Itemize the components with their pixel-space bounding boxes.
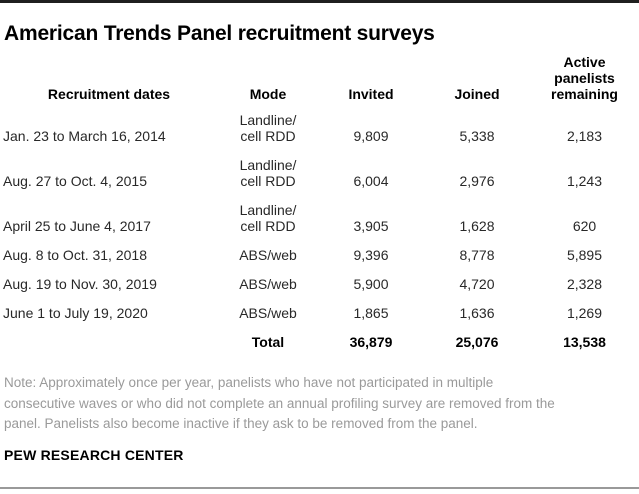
cell-dates: June 1 to July 19, 2020 [3, 305, 148, 322]
header-active-panelists-label: Active panelists remaining [551, 54, 618, 103]
cell-active: 620 [572, 218, 597, 235]
header-active-panelists: Active panelists remaining [530, 52, 639, 106]
table-row: April 25 to June 4, 2017 Landline/ cell … [0, 196, 639, 241]
cell-mode: Landline/ cell RDD [239, 112, 297, 145]
table-row: Jan. 23 to March 16, 2014 Landline/ cell… [0, 106, 639, 151]
cell-invited: 5,900 [353, 276, 389, 293]
cell-mode: Landline/ cell RDD [239, 157, 297, 190]
cell-joined: 4,720 [459, 276, 495, 293]
total-joined: 25,076 [455, 334, 499, 351]
cell-mode: ABS/web [239, 247, 297, 264]
cell-dates: Aug. 27 to Oct. 4, 2015 [3, 173, 147, 190]
cell-active: 1,243 [566, 173, 603, 190]
table-body: Jan. 23 to March 16, 2014 Landline/ cell… [0, 106, 639, 357]
recruitment-table: Recruitment dates Mode Invited Joined Ac… [0, 52, 639, 357]
cell-joined: 5,338 [459, 128, 495, 145]
note-text: Note: Approximately once per year, panel… [4, 373, 639, 435]
cell-active: 2,183 [566, 128, 603, 145]
header-recruitment-dates: Recruitment dates [47, 86, 171, 103]
cell-invited: 6,004 [353, 173, 389, 190]
header-mode: Mode [249, 86, 287, 103]
cell-joined: 8,778 [459, 247, 495, 264]
header-invited: Invited [348, 86, 394, 103]
cell-invited: 1,865 [353, 305, 389, 322]
source-label: PEW RESEARCH CENTER [4, 446, 184, 463]
cell-active: 1,269 [566, 305, 603, 322]
table-row: Aug. 27 to Oct. 4, 2015 Landline/ cell R… [0, 151, 639, 196]
cell-active: 2,328 [566, 276, 603, 293]
total-invited: 36,879 [349, 334, 393, 351]
cell-dates: Aug. 8 to Oct. 31, 2018 [3, 247, 147, 264]
cell-dates: April 25 to June 4, 2017 [3, 218, 151, 235]
cell-dates: Aug. 19 to Nov. 30, 2019 [3, 276, 157, 293]
cell-joined: 1,636 [459, 305, 495, 322]
cell-joined: 2,976 [459, 173, 495, 190]
bottom-rule [0, 487, 639, 489]
total-active: 13,538 [563, 334, 606, 351]
total-row: Total 36,879 25,076 13,538 [0, 328, 639, 357]
cell-mode: ABS/web [239, 276, 297, 293]
note-line: consecutive waves or who did not complet… [4, 395, 555, 411]
cell-mode: Landline/ cell RDD [239, 202, 297, 235]
cell-invited: 3,905 [353, 218, 389, 235]
note-line: Note: Approximately once per year, panel… [4, 375, 494, 391]
cell-mode: ABS/web [239, 305, 297, 322]
cell-active: 5,895 [566, 247, 603, 264]
page-title: American Trends Panel recruitment survey… [4, 22, 435, 45]
cell-empty [0, 328, 218, 357]
top-rule [0, 0, 639, 3]
cell-dates: Jan. 23 to March 16, 2014 [3, 128, 166, 145]
table-row: June 1 to July 19, 2020 ABS/web 1,865 1,… [0, 299, 639, 328]
note-line: panel. Panelists also become inactive if… [4, 416, 478, 432]
table-row: Aug. 8 to Oct. 31, 2018 ABS/web 9,396 8,… [0, 241, 639, 270]
total-label: Total [251, 334, 285, 351]
header-row: Recruitment dates Mode Invited Joined Ac… [0, 52, 639, 106]
table-row: Aug. 19 to Nov. 30, 2019 ABS/web 5,900 4… [0, 270, 639, 299]
cell-invited: 9,396 [353, 247, 389, 264]
table-header: Recruitment dates Mode Invited Joined Ac… [0, 52, 639, 106]
header-joined: Joined [454, 86, 500, 103]
cell-invited: 9,809 [353, 128, 389, 145]
cell-joined: 1,628 [459, 218, 495, 235]
